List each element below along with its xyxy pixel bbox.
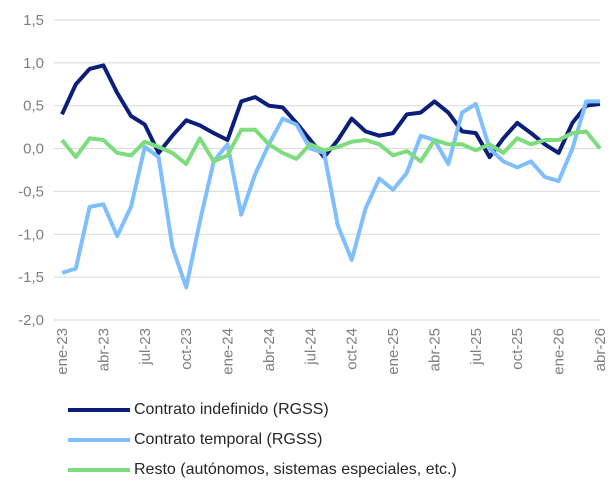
x-tick-label: abr-23 (95, 328, 112, 371)
x-tick-label: oct-24 (344, 328, 361, 370)
y-tick-label: 0,0 (23, 141, 44, 158)
legend-label: Contrato temporal (RGSS) (134, 431, 323, 448)
x-tick-label: jul-23 (137, 328, 154, 366)
x-tick-label: abr-25 (426, 328, 443, 371)
series-line (60, 127, 602, 166)
x-tick-label: oct-23 (178, 328, 195, 370)
y-tick-label: 1,0 (23, 55, 44, 72)
y-tick-label: -2,0 (18, 312, 44, 329)
y-tick-label: -0,5 (18, 183, 44, 200)
legend-label: Resto (autónomos, sistemas especiales, e… (134, 461, 457, 478)
legend-label: Contrato indefinido (RGSS) (134, 401, 329, 418)
x-tick-label: abr-24 (261, 328, 278, 371)
y-tick-label: -1,0 (18, 226, 44, 243)
x-tick-label: ene-23 (54, 328, 71, 375)
x-tick-label: jul-24 (302, 328, 319, 366)
y-tick-label: 0,5 (23, 98, 44, 115)
x-tick-label: ene-25 (385, 328, 402, 375)
x-tick-label: jul-25 (468, 328, 485, 366)
x-tick-label: ene-24 (220, 328, 237, 375)
y-tick-label: 1,5 (23, 12, 44, 29)
x-tick-label: ene-26 (551, 328, 568, 375)
y-tick-label: -1,5 (18, 269, 44, 286)
x-tick-label: oct-25 (509, 328, 526, 370)
x-tick-label: abr-26 (592, 328, 609, 371)
series-line (61, 99, 600, 290)
